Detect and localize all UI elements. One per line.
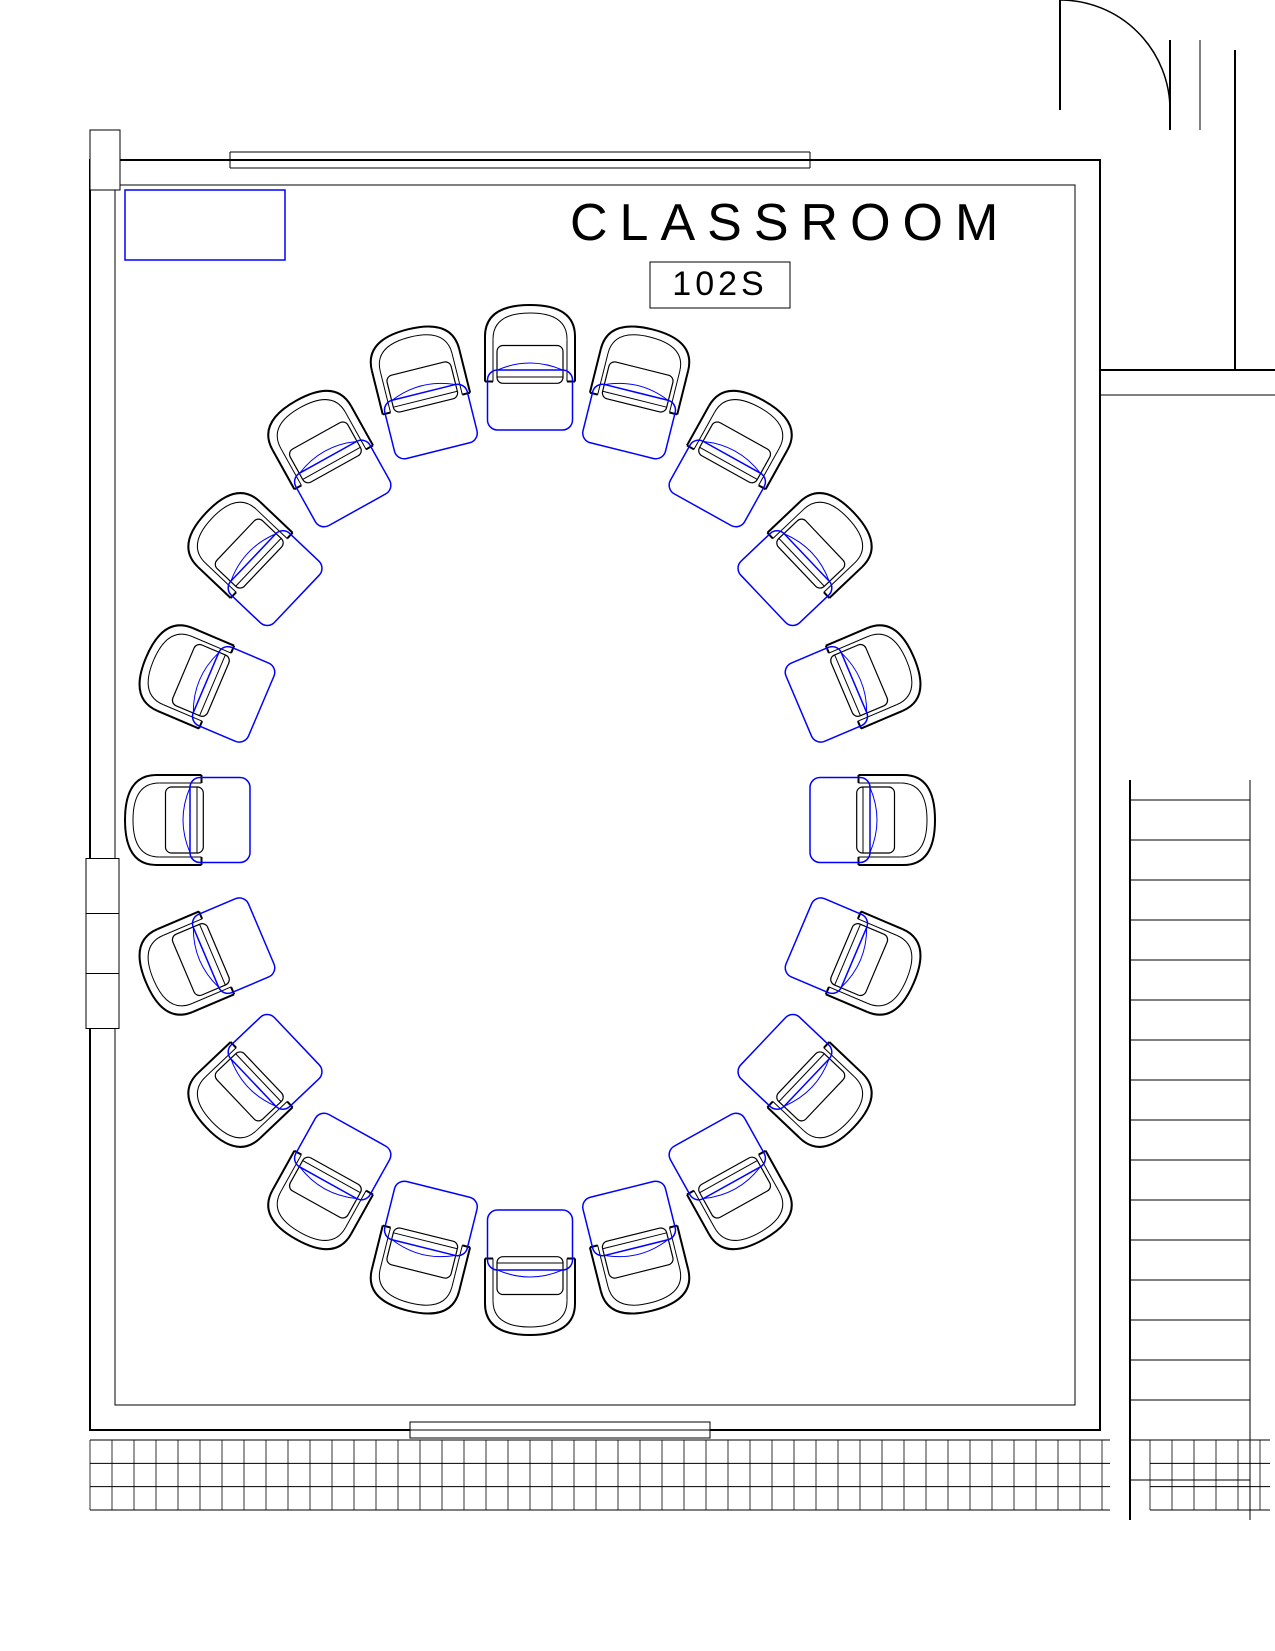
seat-5 (810, 775, 935, 865)
room-number: 102S (672, 265, 767, 303)
desk-4 (782, 643, 870, 745)
seat-10 (485, 1210, 575, 1335)
seat-6 (781, 893, 931, 1025)
floor-plan: CLASSROOM 102S (0, 0, 1275, 1651)
seating-oval (125, 305, 935, 1335)
lectern (125, 190, 285, 260)
walls (86, 130, 1100, 1438)
room-label: CLASSROOM (570, 194, 1010, 252)
desk-12 (291, 1110, 394, 1204)
desk-2 (666, 437, 769, 531)
seat-2 (663, 379, 802, 532)
desk-5 (810, 778, 870, 863)
floor-hatch (90, 1440, 1270, 1510)
seat-15 (125, 775, 250, 865)
desk-15 (190, 778, 250, 863)
seat-9 (578, 1178, 696, 1321)
desk-10 (488, 1210, 573, 1270)
desk-0 (488, 370, 573, 430)
desk-18 (291, 437, 394, 531)
desk-13 (224, 1010, 326, 1113)
seat-19 (364, 318, 482, 461)
desk-3 (734, 527, 836, 630)
seat-18 (257, 379, 396, 532)
seat-1 (578, 318, 696, 461)
desk-6 (782, 895, 870, 997)
seat-12 (257, 1108, 396, 1261)
desk-7 (734, 1010, 836, 1113)
seat-4 (781, 616, 931, 748)
exterior-structures (1060, 0, 1275, 1520)
seat-8 (663, 1108, 802, 1261)
seat-11 (364, 1178, 482, 1321)
seat-16 (129, 616, 279, 748)
labels: CLASSROOM 102S (570, 194, 1010, 308)
desk-14 (189, 895, 277, 997)
desk-17 (224, 527, 326, 630)
desk-8 (666, 1110, 769, 1204)
seat-14 (129, 893, 279, 1025)
seat-0 (485, 305, 575, 430)
desk-16 (189, 643, 277, 745)
